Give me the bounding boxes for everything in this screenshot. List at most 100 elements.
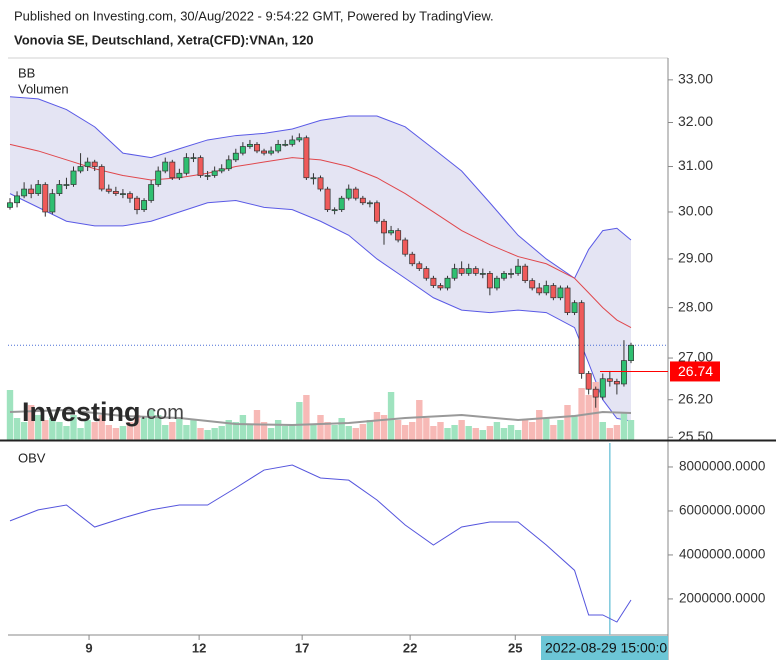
volume-bar xyxy=(592,382,599,440)
candle-body xyxy=(275,143,282,152)
candle-body xyxy=(585,373,592,390)
candle-body xyxy=(402,239,409,255)
candle-body xyxy=(423,268,430,279)
candle-body xyxy=(42,184,49,213)
volume-bar xyxy=(373,412,381,440)
volume-bar xyxy=(437,422,444,440)
volume-bar xyxy=(162,425,169,440)
volume-bar xyxy=(70,415,77,440)
volume-bar xyxy=(585,395,592,440)
price-marker-label: 26.74 xyxy=(678,363,713,379)
candle-body xyxy=(430,277,437,286)
volume-bar xyxy=(529,422,536,440)
x-tick-label: 12 xyxy=(192,640,206,655)
candle-body xyxy=(35,184,42,194)
volume-bar xyxy=(317,415,324,440)
x-tick-label: 9 xyxy=(85,640,92,655)
bb-middle xyxy=(9,143,632,329)
volume-bar xyxy=(91,422,98,440)
x-tick-label: 17 xyxy=(295,640,309,655)
price-marker-box xyxy=(670,361,720,382)
obv-line xyxy=(9,464,632,623)
watermark-brand: Investing xyxy=(22,397,141,427)
candle-body xyxy=(508,273,514,275)
volume-bar xyxy=(620,412,628,440)
candle-body xyxy=(352,188,359,199)
candle-body xyxy=(522,265,529,282)
volume-bar xyxy=(430,426,437,440)
candle-body xyxy=(317,177,324,190)
volume-bar xyxy=(84,420,91,440)
y-tick-label: 27.00 xyxy=(678,349,713,365)
candle-body xyxy=(557,287,564,299)
volume-bar xyxy=(521,420,529,440)
watermark: Investing.com xyxy=(22,397,184,427)
volume-bar xyxy=(49,418,56,440)
volume-bar xyxy=(352,428,359,440)
y-tick-label: 2000000.0000 xyxy=(679,590,765,605)
candle-body xyxy=(239,146,246,154)
candle-body xyxy=(225,159,232,170)
candle-body xyxy=(472,268,479,274)
candle-body xyxy=(359,197,366,204)
volume-bar xyxy=(514,430,522,440)
candle-body xyxy=(218,168,225,172)
y-tick-label: 33.00 xyxy=(678,71,713,87)
candle-body xyxy=(324,188,331,211)
candle-body xyxy=(550,285,557,299)
volume-bar xyxy=(387,392,395,440)
chart-title: Vonovia SE, Deutschland, Xetra(CFD):VNAn… xyxy=(14,32,314,47)
candle-body xyxy=(620,360,627,385)
volume-bar xyxy=(564,405,571,440)
volume-bar xyxy=(500,428,508,440)
y-tick-label: 29.00 xyxy=(678,250,713,266)
candle-body xyxy=(211,170,218,176)
volume-bar xyxy=(98,415,105,440)
candle-body xyxy=(331,209,338,212)
candle-body xyxy=(289,139,296,145)
volume-bar xyxy=(613,425,621,440)
volume-bar xyxy=(331,425,338,440)
candle-body xyxy=(112,190,119,194)
candle-body xyxy=(515,265,522,274)
candle-body xyxy=(437,285,444,289)
candle-body xyxy=(127,193,133,199)
candle-body xyxy=(21,188,28,197)
volume-ma xyxy=(9,408,632,427)
candle-body xyxy=(543,285,550,294)
candle-body xyxy=(169,161,176,179)
x-tick-label: 22 xyxy=(403,640,417,655)
crosshair-label: 2022-08-29 15:00:0 xyxy=(545,640,667,656)
candle-body xyxy=(190,157,197,159)
volume-bar xyxy=(571,415,578,440)
volume-bar xyxy=(458,420,465,440)
candle-body xyxy=(246,143,253,147)
candle-body xyxy=(592,388,599,398)
candle-body xyxy=(416,263,423,269)
candle-body xyxy=(7,202,13,208)
candle-body xyxy=(70,170,77,185)
candle-body xyxy=(77,166,84,172)
volume-bar xyxy=(536,410,543,440)
candle-body xyxy=(98,166,105,190)
candle-body xyxy=(197,157,204,176)
candle-body xyxy=(451,268,458,279)
volume-bar xyxy=(20,422,28,440)
candle-body xyxy=(628,344,634,361)
y-tick-label: 30.00 xyxy=(678,203,713,219)
volume-bar xyxy=(13,418,21,440)
volume-bar xyxy=(493,422,501,440)
candle-body xyxy=(176,172,183,179)
volume-bar xyxy=(140,418,148,440)
candle-body xyxy=(571,302,578,313)
candle-body xyxy=(479,273,486,275)
volume-bar xyxy=(105,425,112,440)
candle-body xyxy=(465,268,472,274)
candle-body xyxy=(599,378,606,398)
y-tick-label: 32.00 xyxy=(678,113,713,129)
candle-body xyxy=(91,161,98,167)
candle-body xyxy=(458,268,465,274)
candle-body xyxy=(183,157,190,174)
volume-bar xyxy=(303,395,310,440)
